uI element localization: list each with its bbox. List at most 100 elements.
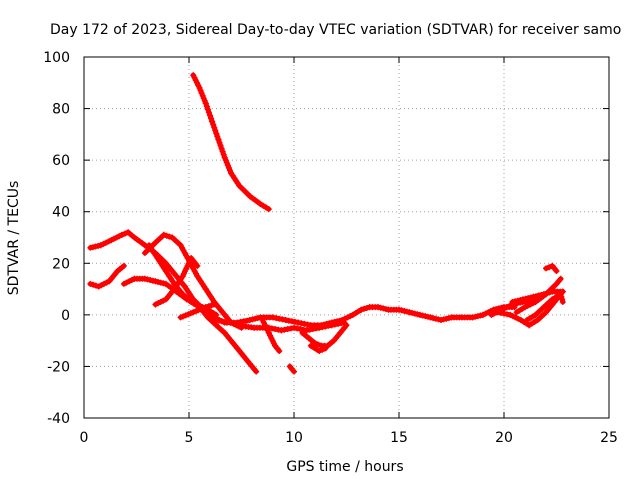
data-point-marker — [530, 296, 537, 303]
data-point-marker — [213, 311, 220, 318]
y-axis-label: SDTVAR / TECUs — [6, 181, 22, 296]
y-tick-label: 60 — [52, 153, 70, 169]
series-track-14 — [307, 342, 329, 354]
data-point-marker — [304, 321, 311, 328]
data-point-marker — [220, 151, 227, 158]
data-point-marker — [95, 283, 102, 290]
series-track-17 — [513, 275, 564, 316]
x-tick-label: 15 — [390, 430, 408, 446]
y-tick-label: -40 — [47, 411, 70, 427]
data-point-marker — [92, 282, 99, 289]
series-track-3 — [87, 262, 127, 290]
data-point-marker — [98, 282, 105, 289]
data-point-marker — [282, 317, 289, 323]
data-point-marker — [160, 231, 167, 238]
data-point-marker — [202, 100, 209, 107]
data-point-marker — [155, 300, 161, 307]
data-point-marker — [504, 304, 511, 311]
data-point-marker — [105, 238, 112, 245]
data-point-marker — [472, 313, 479, 320]
data-series — [87, 72, 566, 375]
plot-frame — [83, 56, 610, 419]
series-track-19 — [524, 291, 566, 323]
data-point-marker — [219, 148, 226, 155]
data-point-marker — [440, 316, 447, 323]
data-point-marker — [166, 233, 173, 240]
data-point-marker — [512, 314, 519, 321]
data-point-marker — [524, 302, 531, 309]
series-track-13 — [299, 322, 350, 349]
data-point-marker — [212, 127, 219, 134]
data-point-marker — [553, 268, 560, 274]
x-tick-label: 5 — [185, 430, 194, 446]
data-point-marker — [211, 301, 218, 308]
data-point-marker — [506, 302, 513, 309]
data-point-marker — [110, 235, 117, 242]
series-track-1 — [190, 72, 272, 213]
data-point-marker — [203, 103, 210, 110]
data-point-marker — [398, 307, 405, 314]
data-point-marker — [118, 231, 125, 238]
data-point-marker — [122, 230, 128, 237]
data-point-marker — [204, 106, 211, 113]
data-point-marker — [218, 145, 225, 152]
data-point-marker — [292, 318, 299, 325]
data-point-marker — [343, 322, 350, 329]
y-tick-label: 40 — [52, 205, 70, 221]
data-point-marker — [270, 314, 276, 321]
data-point-marker — [103, 239, 109, 246]
data-point-marker — [265, 206, 272, 213]
data-point-marker — [215, 136, 222, 143]
data-point-marker — [272, 326, 279, 332]
y-tick-label: 0 — [61, 308, 70, 324]
series-track-11 — [259, 317, 283, 354]
data-point-marker — [194, 262, 201, 269]
data-point-marker — [95, 242, 102, 249]
grid — [84, 57, 609, 418]
axis-ticks: 0 5 10 15 20 25 -40 -20 0 20 40 60 80 100 — [43, 50, 618, 446]
data-point-marker — [358, 306, 365, 313]
data-point-marker — [322, 323, 329, 330]
data-point-marker — [281, 326, 288, 333]
series-track-9 — [213, 304, 518, 329]
data-point-marker — [504, 311, 511, 318]
data-point-marker — [316, 348, 323, 354]
data-point-marker — [319, 346, 326, 353]
data-point-marker — [123, 279, 130, 286]
data-point-marker — [546, 264, 553, 271]
y-tick-label: 80 — [52, 102, 70, 118]
data-point-marker — [199, 92, 206, 99]
data-point-marker — [209, 118, 216, 125]
data-point-marker — [525, 297, 532, 304]
data-point-marker — [493, 309, 500, 316]
data-point-marker — [559, 299, 566, 305]
data-point-marker — [243, 317, 250, 324]
x-axis-label: GPS time / hours — [286, 459, 403, 475]
data-point-marker — [557, 275, 564, 282]
data-point-marker — [291, 368, 297, 375]
data-point-marker — [298, 320, 305, 327]
data-point-marker — [213, 130, 220, 137]
series-track-18 — [543, 262, 560, 274]
data-point-marker — [543, 265, 549, 272]
data-point-marker — [207, 112, 213, 119]
data-point-marker — [87, 280, 94, 287]
series-track-7 — [146, 242, 260, 375]
data-point-marker — [208, 115, 215, 122]
series-track-12 — [286, 363, 297, 375]
data-point-marker — [205, 109, 212, 116]
data-point-marker — [276, 348, 283, 354]
x-tick-label: 20 — [495, 430, 513, 446]
data-point-marker — [328, 322, 335, 329]
data-point-marker — [363, 305, 370, 311]
x-tick-label: 10 — [285, 430, 303, 446]
data-point-marker — [208, 302, 215, 309]
data-point-marker — [210, 121, 217, 128]
data-point-marker — [482, 310, 489, 317]
series-track-8 — [177, 301, 218, 321]
data-point-marker — [216, 139, 223, 146]
data-point-marker — [205, 303, 212, 310]
data-point-marker — [217, 142, 224, 149]
y-tick-label: -20 — [47, 359, 70, 375]
